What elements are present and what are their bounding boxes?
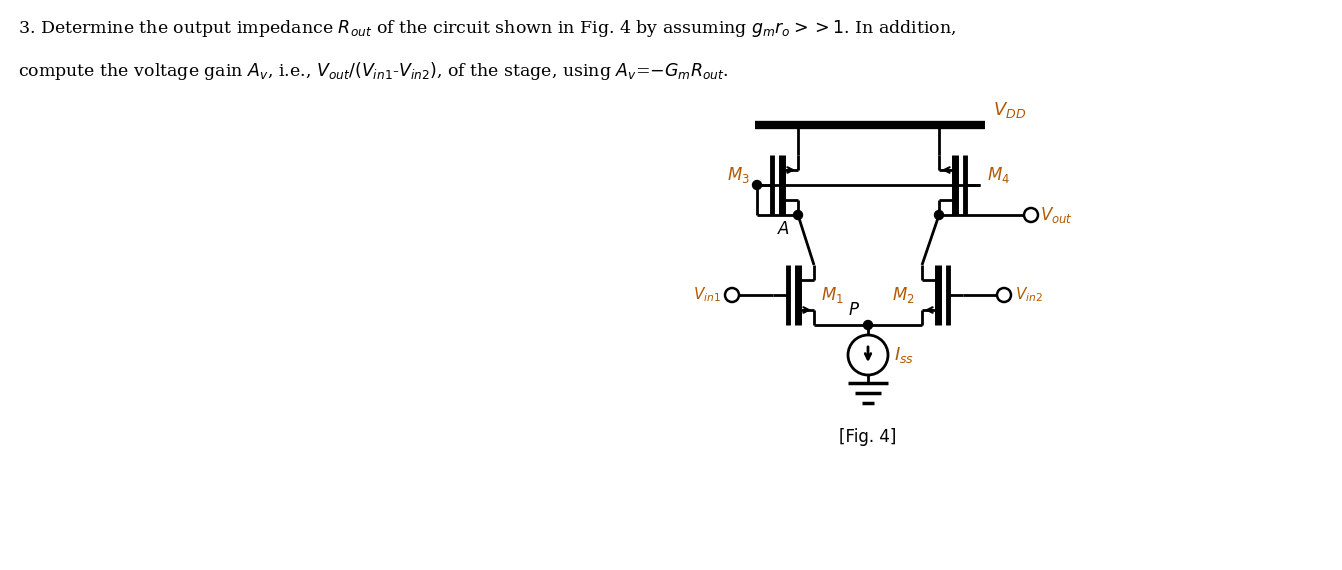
Text: [Fig. 4]: [Fig. 4] <box>839 428 896 446</box>
Text: $M_2$: $M_2$ <box>892 285 915 305</box>
Circle shape <box>863 320 872 329</box>
Circle shape <box>793 210 803 219</box>
Circle shape <box>1024 208 1037 222</box>
Text: $M_3$: $M_3$ <box>727 165 750 185</box>
Text: $I_{ss}$: $I_{ss}$ <box>894 345 914 365</box>
Text: compute the voltage gain $A_v$, i.e., $V_{out}/(V_{in1}$-$V_{in2})$, of the stag: compute the voltage gain $A_v$, i.e., $V… <box>17 60 729 82</box>
Text: $V_{DD}$: $V_{DD}$ <box>993 100 1027 120</box>
Circle shape <box>848 335 888 375</box>
Text: $M_4$: $M_4$ <box>986 165 1011 185</box>
Circle shape <box>997 288 1011 302</box>
Text: $M_1$: $M_1$ <box>821 285 844 305</box>
Text: $V_{out}$: $V_{out}$ <box>1040 205 1072 225</box>
Circle shape <box>725 288 739 302</box>
Text: $V_{in2}$: $V_{in2}$ <box>1015 286 1043 304</box>
Circle shape <box>934 210 943 219</box>
Text: $A$: $A$ <box>777 220 790 238</box>
Text: 3. Determine the output impedance $R_{out}$ of the circuit shown in Fig. 4 by as: 3. Determine the output impedance $R_{ou… <box>17 18 957 39</box>
Circle shape <box>753 181 761 189</box>
Text: $V_{in1}$: $V_{in1}$ <box>692 286 721 304</box>
Text: $P$: $P$ <box>848 301 860 319</box>
